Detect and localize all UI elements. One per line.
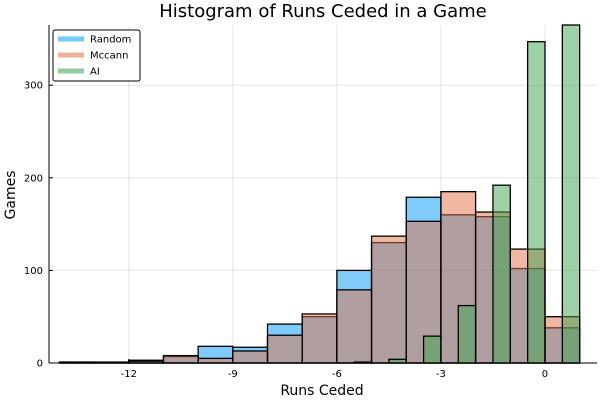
ai-bar: [561, 24, 581, 364]
mccann-bar: [197, 357, 234, 364]
bars: [58, 24, 581, 364]
y-tick-label: 200: [24, 173, 43, 184]
ai-bar: [526, 41, 546, 364]
mccann-bar: [266, 334, 303, 364]
x-ticks: -12 -9 -6 -3 0: [121, 359, 548, 380]
legend-box: [52, 29, 141, 82]
y-tick-label: 300: [24, 81, 43, 92]
mccann-bar: [162, 354, 199, 364]
mccann-bar: [232, 350, 269, 364]
x-axis-label: Runs Ceded: [280, 383, 363, 399]
y-ticks: 0 100 200 300: [24, 81, 53, 370]
mccann-bar: [301, 313, 338, 364]
ai-bar: [388, 358, 407, 364]
ai-bar: [422, 335, 442, 364]
y-tick-label: 100: [24, 266, 43, 277]
mccann-bar: [336, 289, 373, 364]
x-tick-label: -9: [228, 369, 238, 380]
y-tick-label: 0: [37, 359, 43, 370]
axes: [48, 25, 597, 364]
x-tick-label: -6: [332, 369, 342, 380]
x-tick-label: 0: [542, 369, 548, 380]
y-axis-label: Games: [3, 171, 19, 220]
mccann-bar: [370, 235, 407, 364]
random-legend-label: Random: [90, 35, 131, 46]
ai-legend-label: AI: [90, 67, 100, 78]
chart-title: Histogram of Runs Ceded in a Game: [159, 1, 487, 22]
mccann-legend-label: Mccann: [90, 51, 128, 62]
ai-bar: [457, 304, 477, 364]
x-tick-label: -12: [121, 369, 137, 380]
x-tick-label: -3: [436, 369, 446, 380]
legend: Random Mccann AI: [52, 29, 141, 82]
ai-bar: [492, 184, 511, 364]
